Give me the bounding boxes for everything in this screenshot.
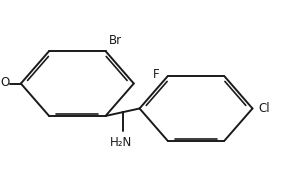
- Text: O: O: [0, 76, 10, 89]
- Text: Br: Br: [108, 34, 122, 47]
- Text: H₂N: H₂N: [110, 136, 132, 149]
- Text: F: F: [152, 68, 159, 81]
- Text: Cl: Cl: [258, 102, 270, 115]
